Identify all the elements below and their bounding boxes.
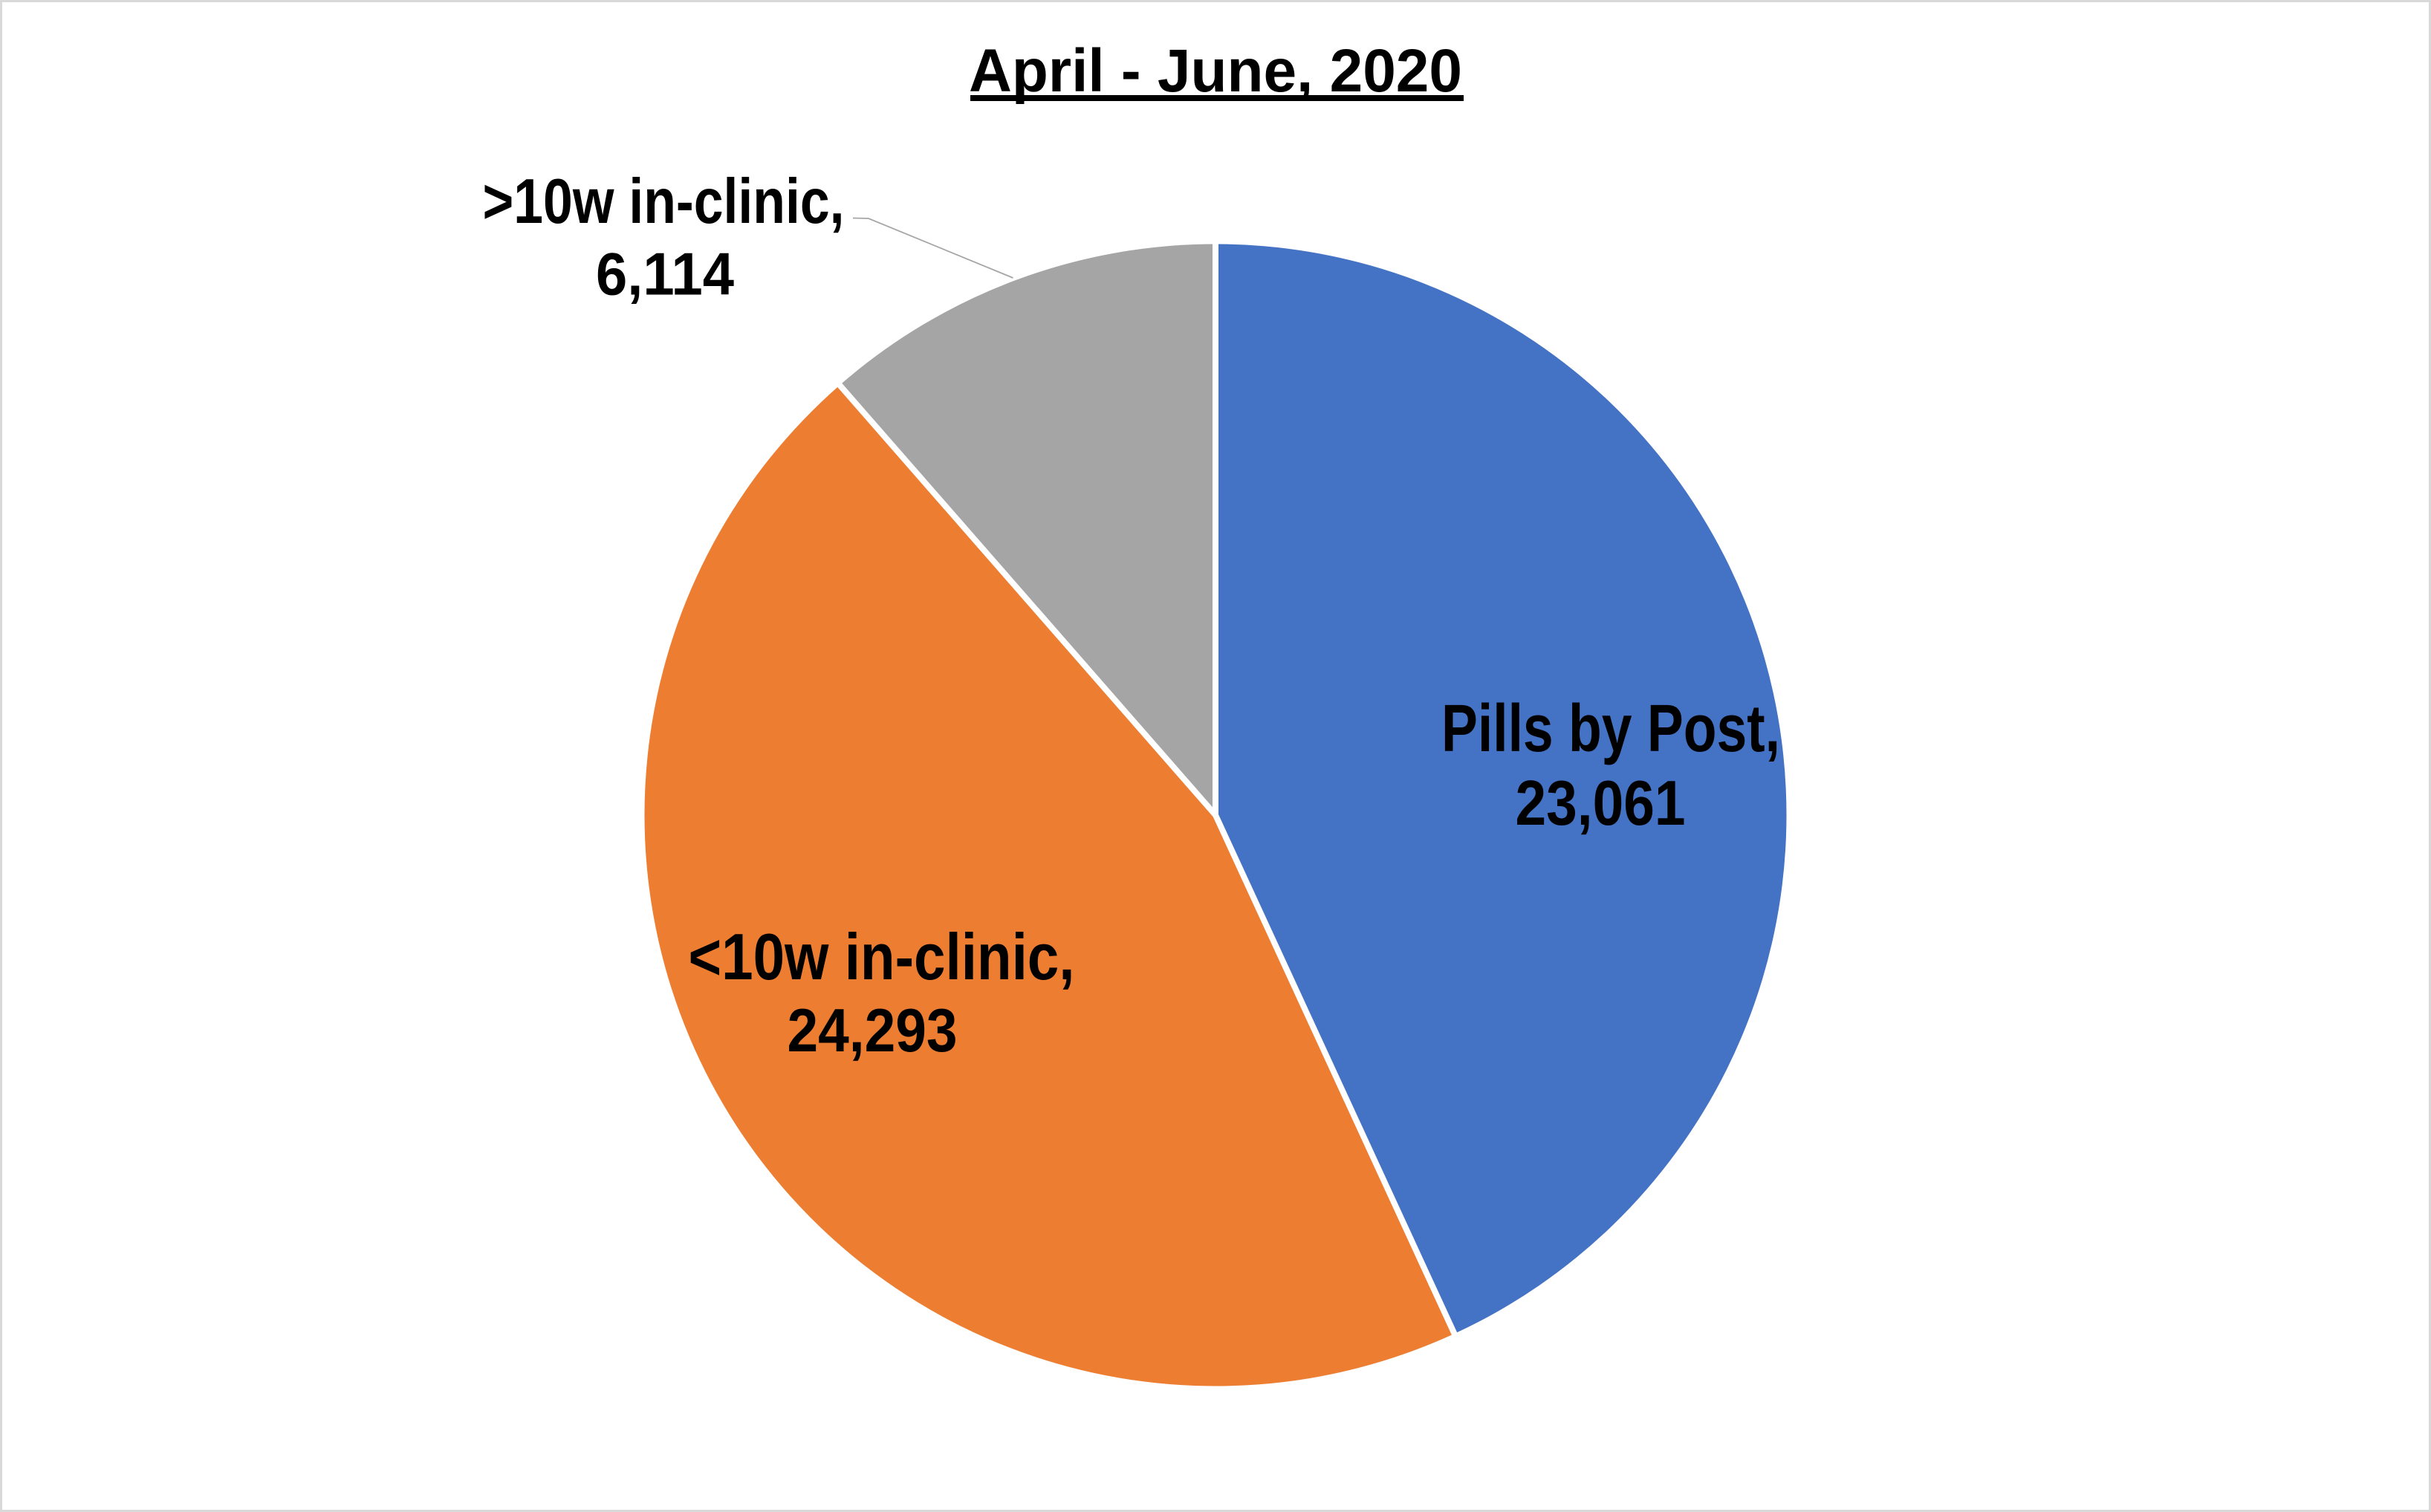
svg-text:>10w in-clinic,: >10w in-clinic,: [483, 166, 845, 237]
svg-text:23,061: 23,061: [1516, 768, 1686, 839]
svg-text:Pills by Post,: Pills by Post,: [1441, 692, 1780, 766]
svg-text:April - June, 2020: April - June, 2020: [969, 37, 1462, 105]
svg-text:<10w in-clinic,: <10w in-clinic,: [689, 920, 1075, 993]
svg-text:6,114: 6,114: [596, 241, 734, 308]
svg-text:24,293: 24,293: [788, 996, 958, 1065]
